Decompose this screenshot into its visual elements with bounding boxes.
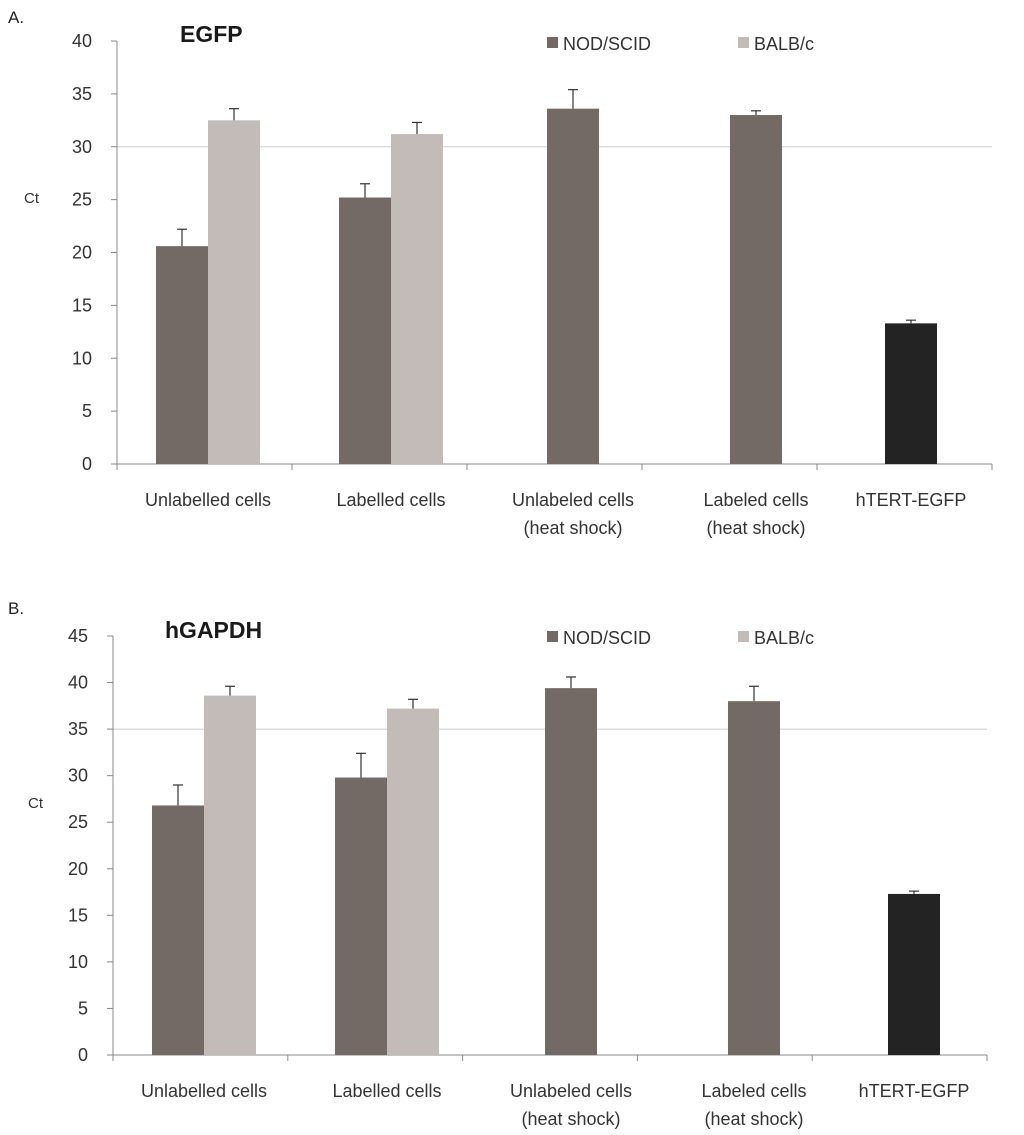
- panel-b-bar-nod-scid: [152, 805, 204, 1055]
- panel-a-label: A.: [8, 8, 24, 27]
- panel-a-y-tick-label: 15: [72, 295, 92, 315]
- panel-b-bar-nod-scid: [728, 701, 780, 1055]
- panel-b-y-tick-label: 20: [68, 859, 88, 879]
- panel-a-x-category-label: Unlabelled cells: [145, 490, 271, 510]
- panel-a-legend-swatch-nod-scid: [547, 37, 558, 48]
- panel-b-legend-swatch-balb-c: [738, 631, 749, 642]
- panel-a-x-category-label-line: hTERT-EGFP: [856, 490, 967, 510]
- panel-a-y-tick-label: 25: [72, 190, 92, 210]
- panel-a-x-category-label: hTERT-EGFP: [856, 490, 967, 510]
- panel-a: A. EGFP Ct NOD/SCID BALB/c 0 5 10 15 20 25 30 3…: [8, 8, 993, 538]
- panel-b-x-category-label-line: hTERT-EGFP: [859, 1081, 970, 1101]
- panel-b-y-tick-label: 10: [68, 952, 88, 972]
- panel-a-x-category-label-line: Unlabeled cells: [512, 490, 634, 510]
- panel-b-y-tick-label: 35: [68, 719, 88, 739]
- panel-a-x-category-label-line: Labelled cells: [336, 490, 445, 510]
- panel-b-bar-htert-egfp: [888, 893, 940, 1055]
- panel-b-title: hGAPDH: [165, 617, 262, 643]
- panel-a-plot-area: 0 5 10 15 20 25 30 35 40 Unlabelled cells Labelled…: [72, 31, 993, 538]
- panel-b-x-category-label-line: Labelled cells: [332, 1081, 441, 1101]
- panel-a-y-tick-label: 35: [72, 84, 92, 104]
- panel-b-y-tick-label: 45: [68, 626, 88, 646]
- panel-b-bar-nod-scid: [545, 688, 597, 1055]
- panel-b-x-category-label: Labelled cells: [332, 1081, 441, 1101]
- panel-a-legend-swatch-balb-c: [738, 37, 749, 48]
- panel-a-y-tick-label: 5: [82, 401, 92, 421]
- panel-a-bar-balb-c: [391, 134, 443, 464]
- panel-b-bar-balb-c: [387, 708, 439, 1055]
- panel-b-legend-swatch-nod-scid: [547, 631, 558, 642]
- panel-a-bar-nod-scid: [730, 115, 782, 465]
- panel-a-bar-nod-scid: [339, 197, 391, 464]
- panel-b-bar-nod-scid: [335, 777, 387, 1055]
- panel-a-y-tick-label: 30: [72, 137, 92, 157]
- panel-a-legend-label-nod-scid: NOD/SCID: [563, 34, 651, 54]
- panel-a-x-category-label-line: Labeled cells: [703, 490, 808, 510]
- panel-a-x-category-label-line: Unlabelled cells: [145, 490, 271, 510]
- panel-b-x-category-label: hTERT-EGFP: [859, 1081, 970, 1101]
- panel-b-y-tick-label: 0: [78, 1045, 88, 1065]
- panel-b-x-category-label: Unlabelled cells: [141, 1081, 267, 1101]
- panel-a-y-axis-label: Ct: [24, 190, 40, 207]
- panel-a-y-tick-label: 0: [82, 454, 92, 474]
- panel-b-x-category-label-line: Labeled cells: [701, 1081, 806, 1101]
- panel-a-title: EGFP: [180, 21, 243, 47]
- panel-b-x-category-label-line: (heat shock): [704, 1109, 803, 1129]
- panel-b-x-category-label: Labeled cells (heat shock): [701, 1081, 806, 1129]
- panel-b-y-tick-label: 5: [78, 998, 88, 1018]
- panel-b-x-category-label-line: Unlabelled cells: [141, 1081, 267, 1101]
- panel-b-y-tick-label: 25: [68, 812, 88, 832]
- panel-a-y-tick-label: 20: [72, 243, 92, 263]
- panel-a-bar-balb-c: [208, 120, 260, 464]
- panel-a-y-tick-label: 40: [72, 31, 92, 51]
- panel-a-x-category-label-line: (heat shock): [706, 518, 805, 538]
- panel-b-bar-balb-c: [204, 695, 256, 1055]
- panel-a-x-category-label: Labeled cells (heat shock): [703, 490, 808, 538]
- panel-b-y-axis-label: Ct: [28, 795, 44, 812]
- panel-a-x-category-label-line: (heat shock): [523, 518, 622, 538]
- panel-b-label: B.: [8, 599, 24, 618]
- panel-a-y-tick-label: 10: [72, 348, 92, 368]
- panel-a-x-category-label: Unlabeled cells (heat shock): [512, 490, 634, 538]
- panel-b-x-category-label-line: (heat shock): [521, 1109, 620, 1129]
- panel-b: B. hGAPDH Ct NOD/SCID BALB/c 0 5 10 15 20 25 3…: [8, 599, 988, 1129]
- panel-b-y-tick-label: 40: [68, 673, 88, 693]
- panel-b-legend: NOD/SCID BALB/c: [547, 628, 814, 648]
- panel-a-bar-htert-egfp: [885, 323, 937, 464]
- panel-a-legend: NOD/SCID BALB/c: [547, 34, 814, 54]
- panel-b-y-tick-label: 30: [68, 766, 88, 786]
- panel-b-plot-area: 0 5 10 15 20 25 30 35 40 45 Unlabelled cells Labell…: [68, 626, 988, 1129]
- panel-b-x-category-label-line: Unlabeled cells: [510, 1081, 632, 1101]
- panel-a-x-category-label: Labelled cells: [336, 490, 445, 510]
- panel-a-bar-nod-scid: [547, 108, 599, 465]
- panel-b-legend-label-balb-c: BALB/c: [754, 628, 814, 648]
- panel-b-legend-label-nod-scid: NOD/SCID: [563, 628, 651, 648]
- panel-a-bar-nod-scid: [156, 246, 208, 464]
- panel-b-y-tick-label: 15: [68, 905, 88, 925]
- panel-b-x-category-label: Unlabeled cells (heat shock): [510, 1081, 632, 1129]
- panel-a-legend-label-balb-c: BALB/c: [754, 34, 814, 54]
